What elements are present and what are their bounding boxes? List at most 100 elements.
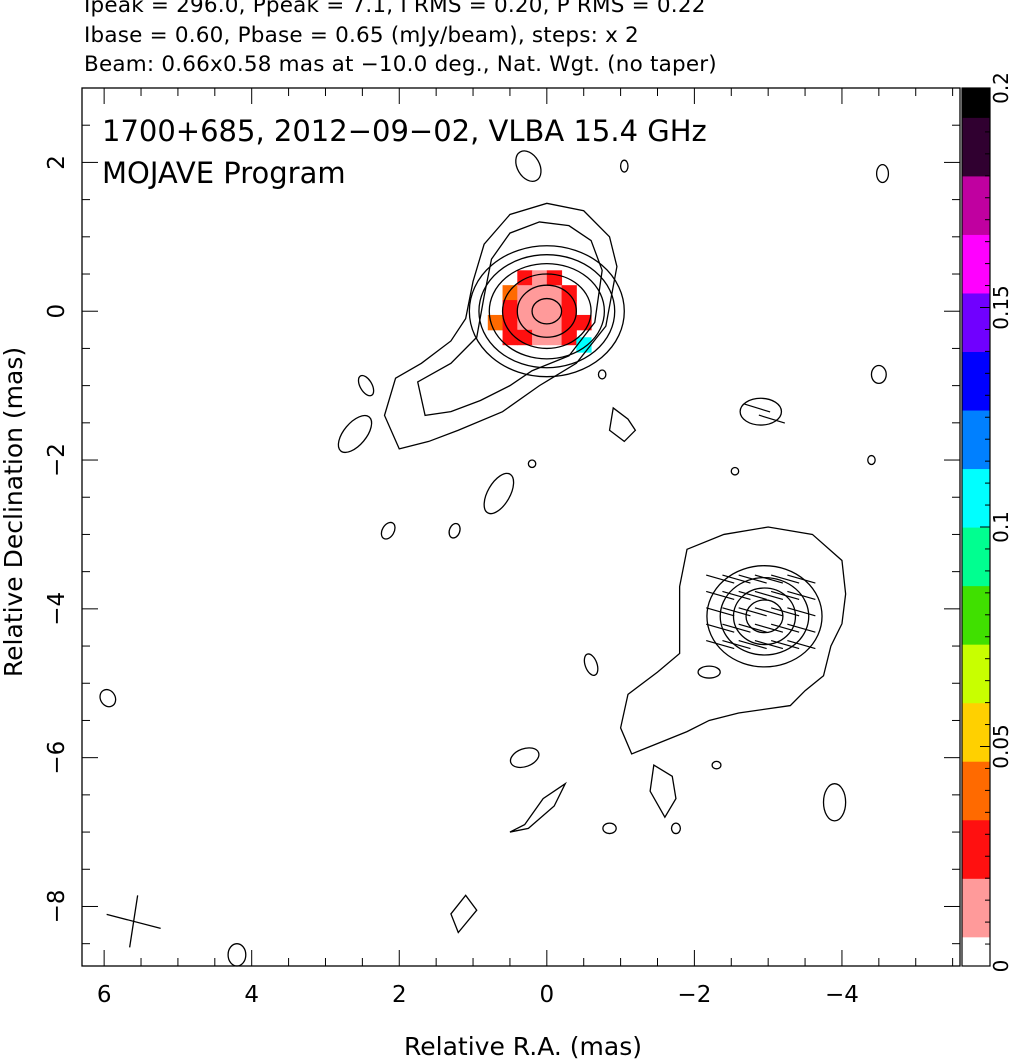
colorbar-segment — [962, 351, 990, 367]
colorbar-segment — [962, 380, 990, 396]
noise-contour — [515, 150, 542, 182]
evpa-vector — [787, 574, 816, 584]
x-tick-label: −2 — [677, 982, 711, 1008]
colorbar-tick-label: 0 — [989, 960, 1013, 973]
evpa-vector — [770, 590, 800, 601]
evpa-vector — [722, 639, 751, 650]
map-annotation-line-2: MOJAVE Program — [102, 156, 346, 190]
y-tick-label: −2 — [44, 443, 70, 477]
y-tick-label: −4 — [44, 592, 70, 626]
polarization-pixel — [561, 285, 577, 301]
evpa-vector — [706, 607, 735, 617]
polarization-pixel — [561, 300, 577, 316]
colorbar-segment — [962, 453, 990, 470]
noise-contour — [337, 414, 373, 454]
polarization-pixel — [546, 300, 563, 316]
outer-contour — [509, 781, 567, 833]
colorbar-segment — [962, 263, 990, 279]
colorbar-segment — [962, 102, 990, 118]
colorbar-segment — [962, 819, 990, 835]
noise-contour — [99, 688, 117, 708]
noise-contour — [483, 472, 515, 515]
core-contour — [488, 262, 606, 360]
contour-lines — [99, 150, 890, 967]
colorbar-tick-label: 0.2 — [989, 72, 1013, 104]
evpa-vector — [754, 574, 784, 584]
noise-contour — [739, 397, 783, 426]
colorbar-segment — [962, 292, 990, 309]
polarization-pixel — [532, 270, 548, 286]
colorbar-segment — [962, 278, 990, 294]
colorbar-segment — [962, 951, 990, 967]
colorbar-segment — [962, 439, 990, 455]
noise-contour — [875, 163, 890, 184]
noise-contour — [822, 783, 847, 822]
evpa-vector — [738, 590, 767, 601]
colorbar-segment — [962, 497, 990, 513]
colorbar-segment — [962, 600, 990, 616]
map-annotation-line-1: 1700+685, 2012−09−02, VLBA 15.4 GHz — [102, 114, 707, 148]
colorbar-segment — [962, 907, 990, 923]
colorbar-segment — [962, 629, 990, 645]
evpa-vector — [754, 607, 784, 617]
core-contour — [531, 297, 563, 325]
outer-contour — [608, 406, 637, 443]
evpa-vector — [758, 414, 786, 424]
colorbar-segment — [962, 541, 990, 557]
evpa-vector — [787, 623, 816, 633]
polarization-pixel — [532, 300, 548, 316]
outer-contour — [649, 764, 677, 819]
colorbar-segment — [962, 614, 990, 631]
evpa-vector — [754, 590, 784, 601]
x-axis-label: Relative R.A. (mas) — [404, 1032, 642, 1061]
x-tick-label: 0 — [540, 982, 555, 1008]
x-tick-label: 6 — [97, 982, 112, 1008]
evpa-vector — [754, 639, 784, 650]
colorbar-segment — [962, 190, 990, 206]
x-tick-label: 4 — [244, 982, 259, 1008]
noise-contour — [697, 665, 721, 679]
colorbar-segment — [962, 761, 990, 777]
noise-contour — [527, 459, 537, 469]
colorbar-segment — [962, 307, 990, 323]
polarization-pixel — [517, 314, 533, 331]
evpa-vector — [722, 574, 751, 584]
colorbar-segment — [962, 424, 990, 440]
outer-contour — [383, 202, 618, 450]
colorbar-segment — [962, 175, 990, 192]
colorbar-segment — [962, 936, 990, 952]
colorbar-segment — [962, 570, 990, 587]
y-tick-label: −6 — [44, 741, 70, 775]
colorbar-segment — [962, 248, 990, 265]
evpa-vector — [722, 607, 751, 617]
noise-contour — [380, 521, 396, 540]
colorbar-segment — [962, 717, 990, 733]
noise-contour — [711, 760, 722, 770]
polarization-pixel — [546, 270, 563, 286]
core-contour — [516, 284, 577, 338]
colorbar-segment — [962, 88, 990, 104]
colorbar-segment — [962, 205, 990, 221]
noise-contour — [509, 747, 540, 769]
colorbar-segment — [962, 512, 990, 528]
evpa-vector — [722, 590, 751, 601]
noise-contour — [870, 364, 887, 385]
evpa-vector — [706, 574, 735, 584]
colorbar-tick-label: 0.05 — [989, 724, 1013, 769]
evpa-vector — [743, 403, 771, 413]
polarization-pixel — [532, 329, 548, 346]
header-line-3: Beam: 0.66x0.58 mas at −10.0 deg., Nat. … — [84, 52, 717, 77]
colorbar-tick-label: 0.1 — [989, 511, 1013, 543]
polarization-pixel — [546, 285, 563, 301]
polarization-pixel — [532, 285, 548, 301]
evpa-vector — [754, 623, 784, 633]
colorbar-segment — [962, 234, 990, 250]
colorbar-segment — [962, 483, 990, 499]
colorbar-segment — [962, 834, 990, 850]
colorbar-segment — [962, 805, 990, 821]
core-contour — [468, 245, 625, 378]
colorbar-segment — [962, 790, 990, 806]
noise-contour — [583, 653, 599, 676]
outer-contour — [450, 894, 478, 934]
polarization-pixel — [517, 270, 533, 286]
